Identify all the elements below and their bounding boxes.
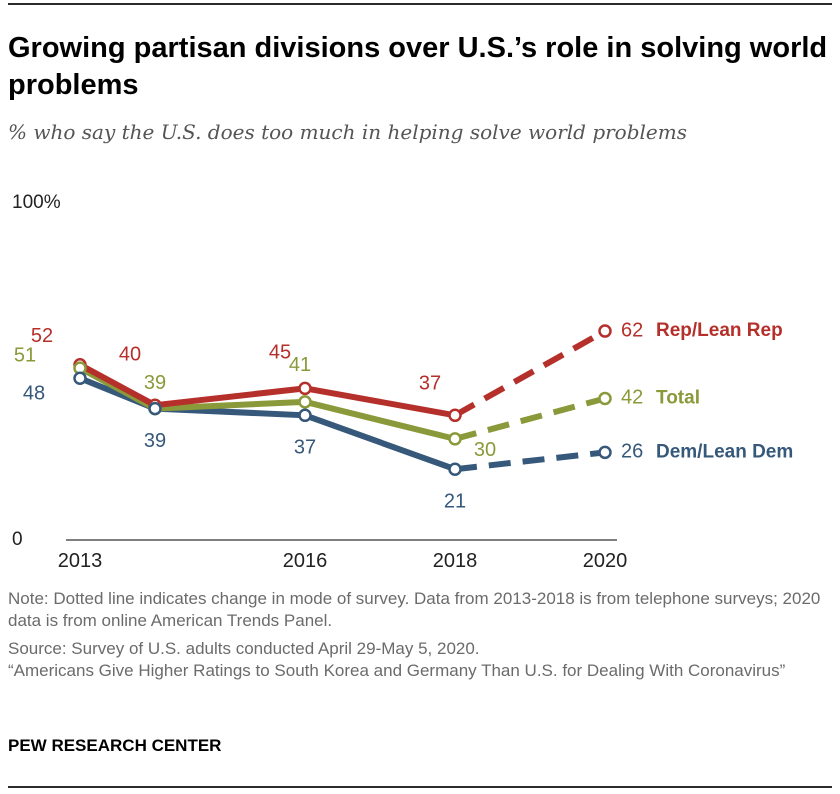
data-point bbox=[448, 408, 462, 423]
series-line-dashed bbox=[454, 395, 606, 442]
bottom-rule bbox=[8, 786, 832, 788]
data-points bbox=[73, 324, 612, 476]
x-tick-label: 2013 bbox=[58, 550, 103, 572]
data-label: 42 bbox=[621, 387, 643, 409]
series-line-solid bbox=[77, 361, 458, 419]
data-label: 48 bbox=[23, 383, 45, 405]
series-name-label: Total bbox=[656, 387, 700, 408]
data-label: 40 bbox=[119, 343, 141, 365]
chart-subtitle: % who say the U.S. does too much in help… bbox=[8, 120, 687, 144]
data-point bbox=[298, 381, 312, 396]
data-label: 21 bbox=[444, 491, 466, 513]
series-name-label: Rep/Lean Rep bbox=[656, 320, 783, 341]
data-point bbox=[298, 408, 312, 423]
data-point bbox=[598, 391, 612, 406]
note-text: Note: Dotted line indicates change in mo… bbox=[8, 589, 821, 630]
data-point bbox=[73, 371, 87, 385]
data-point bbox=[448, 462, 462, 476]
axes: 0 100% 2013 2016 2018 2020 bbox=[12, 192, 627, 572]
data-label: 26 bbox=[621, 441, 643, 463]
data-label: 37 bbox=[419, 373, 441, 395]
data-label: 37 bbox=[294, 437, 316, 459]
data-point bbox=[298, 395, 312, 409]
data-label: 52 bbox=[31, 325, 53, 347]
data-label: 39 bbox=[144, 372, 166, 394]
series-line-dashed bbox=[454, 449, 606, 473]
source-text: Source: Survey of U.S. adults conducted … bbox=[8, 639, 480, 658]
data-label: 51 bbox=[14, 344, 36, 366]
x-tick-label: 2018 bbox=[433, 550, 478, 572]
data-label: 30 bbox=[474, 439, 496, 461]
x-tick-label: 2016 bbox=[283, 550, 328, 572]
series-line-solid bbox=[77, 375, 458, 473]
series-name-label: Dem/Lean Dem bbox=[656, 441, 793, 462]
report-title-text: “Americans Give Higher Ratings to South … bbox=[8, 661, 786, 680]
data-point bbox=[148, 401, 162, 416]
y-tick-label: 0 bbox=[12, 529, 23, 550]
series-lines bbox=[77, 328, 607, 473]
x-tick-label: 2020 bbox=[583, 550, 628, 572]
data-label: 41 bbox=[289, 354, 311, 376]
chart-title: Growing partisan divisions over U.S.’s r… bbox=[8, 32, 828, 101]
series-line-dashed bbox=[453, 328, 607, 418]
data-point bbox=[598, 324, 612, 338]
chart-notes: Note: Dotted line indicates change in mo… bbox=[8, 588, 828, 682]
data-labels: 52 40 45 37 62 Rep/Lean Rep 51 39 41 30 42 Total 48 3… bbox=[14, 319, 793, 512]
data-label: 62 bbox=[621, 319, 643, 341]
data-point bbox=[448, 432, 462, 446]
top-rule bbox=[8, 3, 832, 5]
line-chart: 0 100% 2013 2016 2018 2020 52 40 45 37 62 Rep/Lean… bbox=[12, 192, 793, 572]
data-label: 39 bbox=[144, 430, 166, 452]
data-point bbox=[598, 445, 612, 460]
data-label: 45 bbox=[269, 342, 291, 364]
publisher-logo-text: PEW RESEARCH CENTER bbox=[8, 736, 222, 755]
y-tick-label: 100% bbox=[12, 192, 61, 213]
